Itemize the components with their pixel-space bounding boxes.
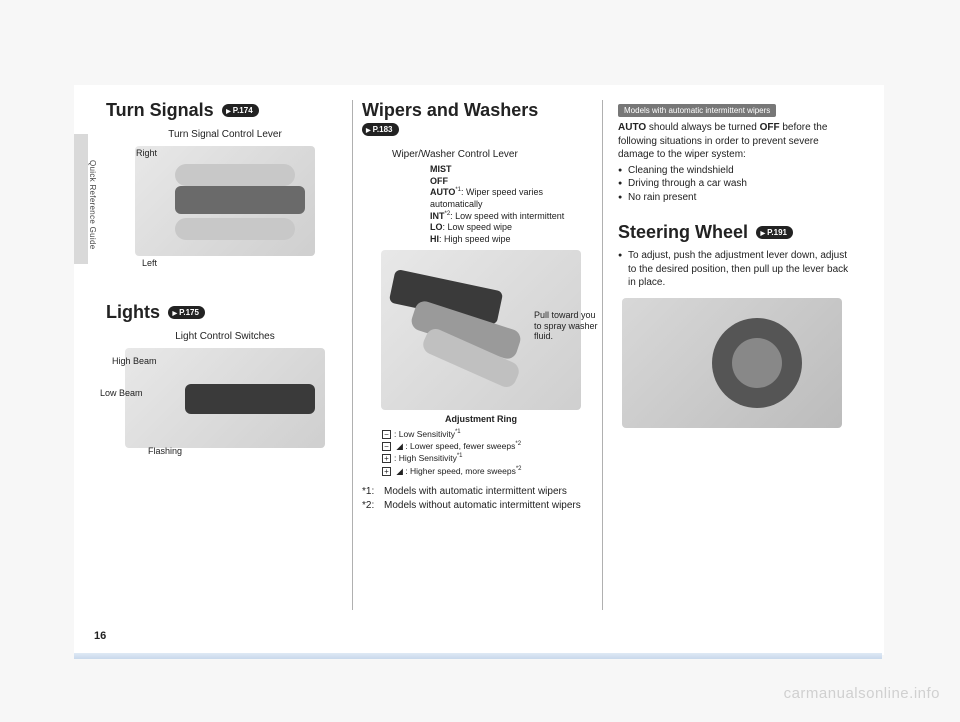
pull-toward-note: Pull toward you to spray washer fluid. bbox=[534, 310, 604, 342]
callout-right: Right bbox=[136, 148, 157, 159]
footnote-1-text: Models with automatic intermittent wiper… bbox=[384, 485, 567, 499]
side-label: Quick Reference Guide bbox=[88, 160, 97, 170]
bullet-no-rain: No rain present bbox=[618, 191, 856, 205]
turn-signals-section: Turn Signals P.174 Turn Signal Control L… bbox=[106, 100, 344, 256]
turn-signals-page-ref: P.174 bbox=[222, 104, 259, 117]
lights-page-ref: P.175 bbox=[168, 306, 205, 319]
steering-wheel-heading: Steering Wheel bbox=[618, 222, 748, 242]
plus-icon: + bbox=[382, 467, 391, 476]
mode-hi-desc: : High speed wipe bbox=[439, 234, 511, 244]
footnote-1-key: *1: bbox=[362, 485, 384, 499]
watermark: carmanualsonline.info bbox=[784, 685, 940, 702]
column-2: Wipers and Washers P.183 Wiper/Washer Co… bbox=[362, 100, 600, 620]
footnote-2-text: Models without automatic intermittent wi… bbox=[384, 499, 581, 513]
adjustment-ring-list: −: Low Sensitivity*1 − ◢ : Lower speed, … bbox=[382, 428, 600, 477]
adj-l3-sup: *1 bbox=[457, 453, 463, 459]
adj-l2-sup: *2 bbox=[515, 441, 521, 447]
turn-signals-heading: Turn Signals bbox=[106, 100, 214, 120]
bullet-clean-windshield: Cleaning the windshield bbox=[618, 164, 856, 178]
steering-bullet-list: To adjust, push the adjustment lever dow… bbox=[618, 249, 856, 290]
mode-mist: MIST bbox=[430, 164, 452, 174]
mode-auto-label: AUTO bbox=[430, 187, 455, 197]
bullet-car-wash: Driving through a car wash bbox=[618, 177, 856, 191]
plus-icon: + bbox=[382, 454, 391, 463]
auto-mid: should always be turned bbox=[646, 122, 759, 133]
minus-icon: − bbox=[382, 430, 391, 439]
adj-l1: Low Sensitivity bbox=[399, 429, 455, 439]
mode-lo-label: LO bbox=[430, 222, 443, 232]
wiper-modes-list: MIST OFF AUTO*1: Wiper speed varies auto… bbox=[430, 164, 580, 246]
wiper-footnotes: *1:Models with automatic intermittent wi… bbox=[362, 485, 600, 512]
callout-low-beam: Low Beam bbox=[100, 388, 143, 399]
steering-wheel-image bbox=[622, 298, 842, 428]
models-badge: Models with automatic intermittent wiper… bbox=[618, 104, 776, 117]
content-grid: Turn Signals P.174 Turn Signal Control L… bbox=[106, 100, 874, 620]
adj-l1-sup: *1 bbox=[455, 429, 461, 435]
footnote-2-key: *2: bbox=[362, 499, 384, 513]
lights-section: Lights P.175 Light Control Switches High… bbox=[106, 302, 344, 448]
adj-l2: Lower speed, fewer sweeps bbox=[410, 441, 515, 451]
callout-flashing: Flashing bbox=[148, 446, 182, 457]
steering-adjust-bullet: To adjust, push the adjustment lever dow… bbox=[618, 249, 856, 290]
lights-heading: Lights bbox=[106, 302, 160, 322]
adjustment-ring-title: Adjustment Ring bbox=[362, 414, 600, 424]
column-1: Turn Signals P.174 Turn Signal Control L… bbox=[106, 100, 344, 620]
steering-wheel-section: Steering Wheel P.191 To adjust, push the… bbox=[618, 222, 856, 428]
auto-off-paragraph: AUTO should always be turned OFF before … bbox=[618, 121, 856, 162]
callout-left: Left bbox=[142, 258, 157, 269]
mode-int-label: INT bbox=[430, 211, 445, 221]
minus-icon: − bbox=[382, 442, 391, 451]
mode-lo-desc: : Low speed wipe bbox=[443, 222, 513, 232]
light-switches-label: Light Control Switches bbox=[106, 331, 344, 342]
callout-high-beam: High Beam bbox=[112, 356, 157, 367]
adj-l4-sup: *2 bbox=[516, 466, 522, 472]
turn-signal-lever-image bbox=[135, 146, 315, 256]
mode-off: OFF bbox=[430, 176, 448, 186]
turn-signal-lever-label: Turn Signal Control Lever bbox=[106, 129, 344, 140]
side-tab bbox=[74, 134, 88, 264]
mode-hi-label: HI bbox=[430, 234, 439, 244]
steering-wheel-page-ref: P.191 bbox=[756, 226, 793, 239]
wipers-page-ref: P.183 bbox=[362, 123, 399, 136]
wipers-heading: Wipers and Washers bbox=[362, 100, 538, 120]
auto-bold: AUTO bbox=[618, 122, 646, 133]
wiper-caution-list: Cleaning the windshield Driving through … bbox=[618, 164, 856, 205]
page-number: 16 bbox=[94, 630, 106, 642]
adj-l4: Higher speed, more sweeps bbox=[410, 466, 516, 476]
column-3: Models with automatic intermittent wiper… bbox=[618, 100, 856, 620]
mode-int-desc: : Low speed with intermittent bbox=[450, 211, 564, 221]
footer-accent-bar bbox=[74, 653, 882, 659]
wiper-lever-label: Wiper/Washer Control Lever bbox=[392, 149, 600, 160]
off-bold: OFF bbox=[760, 122, 780, 133]
adj-l3: High Sensitivity bbox=[399, 453, 457, 463]
